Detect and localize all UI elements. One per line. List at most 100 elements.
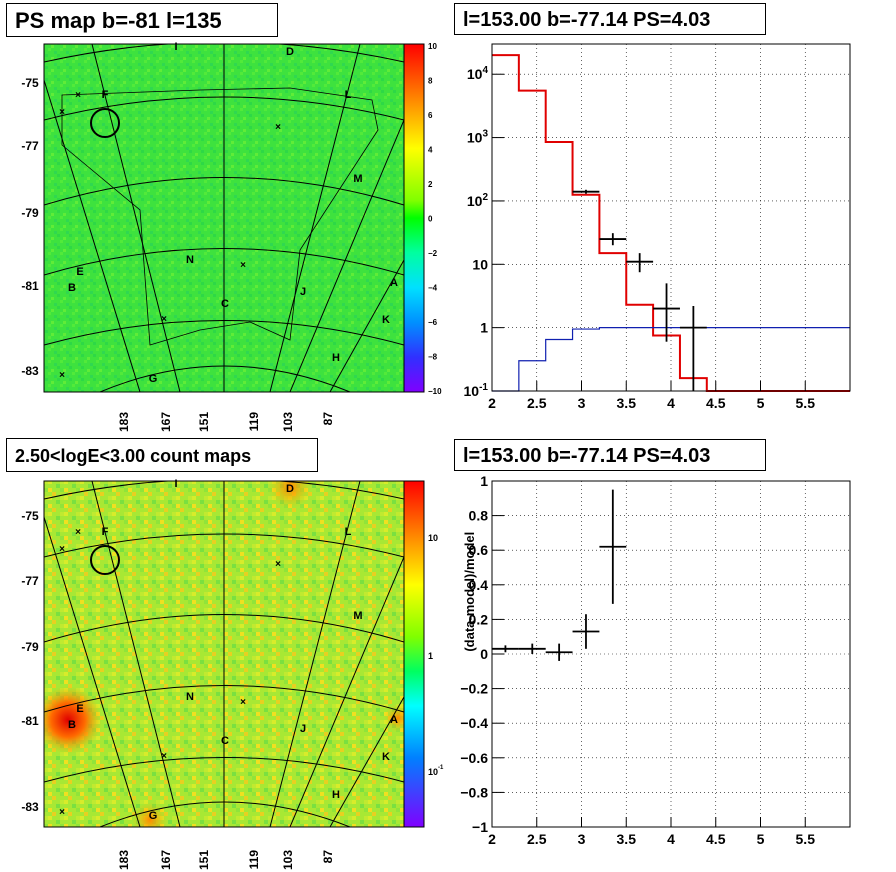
lon-tick-label: 103 bbox=[281, 850, 295, 870]
residual-title: l=153.00 b=-77.14 PS=4.03 bbox=[454, 439, 766, 471]
lon-tick-label: 183 bbox=[117, 412, 131, 432]
lon-tick-label: 119 bbox=[247, 850, 261, 870]
y-tick-label: 0.6 bbox=[469, 542, 489, 558]
lon-tick-label: 183 bbox=[117, 850, 131, 870]
lat-tick-label: -83 bbox=[21, 364, 39, 378]
hotspot-b bbox=[44, 686, 102, 754]
count-map-panel bbox=[43, 480, 425, 828]
colorbar-tick-label: 6 bbox=[428, 111, 433, 120]
y-tick-label: 0 bbox=[480, 646, 488, 662]
data-point bbox=[599, 233, 627, 246]
colorbar-tick-label: −10 bbox=[428, 387, 442, 396]
colorbar-tick-label: −8 bbox=[428, 353, 438, 362]
source-label-h: H bbox=[332, 352, 340, 364]
source-label-n: N bbox=[186, 254, 194, 266]
source-label-c: C bbox=[221, 735, 229, 747]
map-top-title: PS map b=-81 l=135 bbox=[6, 3, 278, 37]
source-marker-icon: × bbox=[240, 697, 246, 708]
colorbar-tick-label: −4 bbox=[428, 284, 438, 293]
source-marker-icon: × bbox=[75, 527, 81, 538]
y-tick-label: 0.4 bbox=[469, 577, 489, 593]
data-point bbox=[599, 489, 627, 604]
data-point bbox=[626, 253, 654, 273]
source-label-j: J bbox=[300, 286, 306, 298]
y-tick-label: −0.6 bbox=[460, 750, 488, 766]
colorbar-tick-label: 0 bbox=[428, 215, 433, 224]
source-label-n: N bbox=[186, 691, 194, 703]
lat-tick-label: -81 bbox=[21, 279, 39, 293]
source-marker-icon: × bbox=[275, 122, 281, 133]
y-tick-label: 0.2 bbox=[469, 611, 489, 627]
y-tick-label: −0.8 bbox=[460, 784, 488, 800]
lat-tick-label: -81 bbox=[21, 714, 39, 728]
source-label-d: D bbox=[286, 483, 294, 495]
source-marker-icon: × bbox=[161, 314, 167, 325]
x-tick-label: 5.5 bbox=[796, 831, 816, 847]
colorbar-tick-label: 8 bbox=[428, 77, 433, 86]
x-tick-label: 3.5 bbox=[617, 395, 637, 411]
source-label-i: I bbox=[174, 478, 177, 490]
lat-tick-label: -83 bbox=[21, 800, 39, 814]
map-bottom-title: 2.50<logE<3.00 count maps bbox=[6, 438, 318, 472]
y-tick-label: 104 bbox=[467, 65, 489, 82]
colorbar-tick-label: 1 bbox=[428, 651, 433, 661]
lat-tick-label: -77 bbox=[21, 139, 39, 153]
y-tick-label: −1 bbox=[472, 819, 488, 835]
source-label-l: L bbox=[345, 526, 352, 538]
lon-tick-label: 87 bbox=[321, 850, 335, 864]
source-label-a: A bbox=[390, 714, 398, 726]
source-label-a: A bbox=[390, 277, 398, 289]
source-marker-icon: × bbox=[240, 260, 246, 271]
roi-circle bbox=[90, 108, 120, 138]
lon-tick-label: 167 bbox=[159, 850, 173, 870]
y-tick-label: 1 bbox=[480, 320, 488, 336]
y-tick-label: 10-1 bbox=[464, 382, 489, 399]
colorbar-tick-label: 10 bbox=[428, 533, 438, 543]
x-tick-label: 4.5 bbox=[706, 831, 726, 847]
x-tick-label: 2 bbox=[488, 831, 496, 847]
x-tick-label: 5.5 bbox=[796, 395, 816, 411]
y-tick-label: −0.2 bbox=[460, 681, 488, 697]
lon-tick-label: 151 bbox=[197, 850, 211, 870]
histogram-series bbox=[492, 327, 850, 392]
source-label-k: K bbox=[382, 751, 390, 763]
source-marker-icon: × bbox=[161, 751, 167, 762]
x-tick-label: 3 bbox=[578, 831, 586, 847]
source-label-f: F bbox=[102, 89, 109, 101]
source-marker-icon: × bbox=[59, 370, 65, 381]
data-point bbox=[492, 645, 519, 653]
lat-tick-label: -77 bbox=[21, 574, 39, 588]
residual-chart: 2 2.5 3 3.5 4 4.5 5 5.5 −1 −0.8 −0.6 −0.4 −0.2 0 0.2 0.… bbox=[460, 473, 851, 847]
y-tick-label: −0.4 bbox=[460, 715, 488, 731]
y-tick-label: 103 bbox=[467, 129, 489, 146]
count-map-grid bbox=[44, 481, 404, 827]
x-tick-label: 3.5 bbox=[617, 831, 637, 847]
x-tick-label: 4 bbox=[667, 831, 675, 847]
spectrum-title: l=153.00 b=-77.14 PS=4.03 bbox=[454, 3, 766, 35]
source-label-b: B bbox=[68, 719, 76, 731]
source-label-m: M bbox=[353, 610, 362, 622]
lon-tick-label: 151 bbox=[197, 412, 211, 432]
data-point bbox=[679, 305, 707, 391]
x-tick-label: 4.5 bbox=[706, 395, 726, 411]
lon-tick-label: 87 bbox=[321, 412, 335, 426]
data-point bbox=[518, 643, 546, 654]
source-marker-icon: × bbox=[59, 544, 65, 555]
lat-tick-label: -79 bbox=[21, 640, 39, 654]
source-label-k: K bbox=[382, 314, 390, 326]
hotspot-d bbox=[268, 481, 312, 509]
colorbar-tick-label: 2 bbox=[428, 180, 433, 189]
data-point bbox=[572, 614, 600, 649]
spectrum-chart: 2 2.5 3 3.5 4 4.5 5 5.5 10-1 1 10 102 103 104 bbox=[464, 43, 851, 411]
source-label-g: G bbox=[149, 373, 158, 385]
ps-map-colorbar bbox=[403, 43, 425, 393]
source-label-b: B bbox=[68, 282, 76, 294]
source-label-h: H bbox=[332, 789, 340, 801]
colorbar-tick-label: 10-1 bbox=[428, 765, 444, 777]
lat-tick-label: -75 bbox=[21, 76, 39, 90]
x-tick-label: 5 bbox=[757, 831, 765, 847]
histogram-series bbox=[492, 54, 850, 392]
source-marker-icon: × bbox=[75, 90, 81, 101]
colorbar-tick-label: −6 bbox=[428, 318, 438, 327]
